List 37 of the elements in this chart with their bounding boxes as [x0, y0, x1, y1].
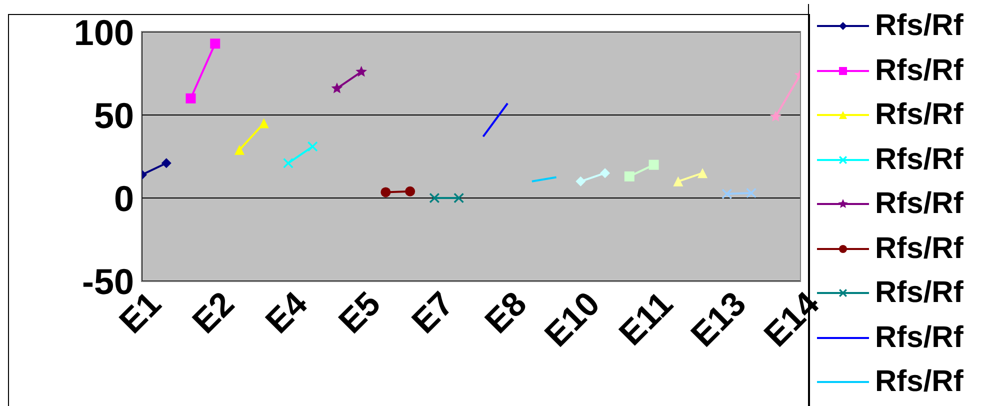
point: [308, 142, 318, 152]
x-tick-label: E13: [684, 284, 754, 354]
x-tick-label: E7: [404, 284, 462, 342]
point: [576, 176, 586, 186]
point: [722, 188, 732, 199]
x-tick-label: E8: [478, 284, 534, 342]
legend-label: Rfs/Rf: [875, 276, 964, 310]
point: [600, 168, 610, 178]
x-tick-label: E14: [756, 284, 827, 354]
point: [405, 186, 416, 196]
point: [356, 66, 368, 77]
x-tick-label: E10: [538, 284, 608, 354]
y-tick-label: 50: [94, 94, 134, 136]
point: [648, 160, 659, 170]
legend-label: Rfs/Rf: [875, 9, 964, 44]
legend-label: Rfs/Rf: [875, 232, 964, 266]
point: [186, 93, 196, 104]
point: [283, 158, 294, 168]
y-tick-label: -50: [82, 260, 134, 302]
x-tick-label: E4: [258, 284, 315, 342]
legend-label: Rfs/Rf: [875, 98, 964, 132]
point: [380, 187, 391, 198]
y-tick-label: 100: [74, 12, 134, 53]
point: [454, 193, 464, 203]
legend-label: Rfs/Rf: [875, 365, 964, 400]
legend-label: Rfs/Rf: [875, 54, 964, 88]
legend-label: Rfs/Rf: [875, 187, 964, 222]
x-tick-label: E11: [612, 284, 680, 354]
point: [624, 171, 634, 182]
legend-label: Rfs/Rf: [875, 142, 964, 177]
x-tick-label: E5: [332, 284, 388, 342]
point: [210, 38, 220, 49]
point: [331, 82, 343, 94]
x-tick-label: E2: [185, 284, 242, 342]
point: [429, 193, 440, 203]
y-tick-label: 0: [114, 178, 134, 219]
legend-label: Rfs/Rf: [875, 320, 964, 355]
